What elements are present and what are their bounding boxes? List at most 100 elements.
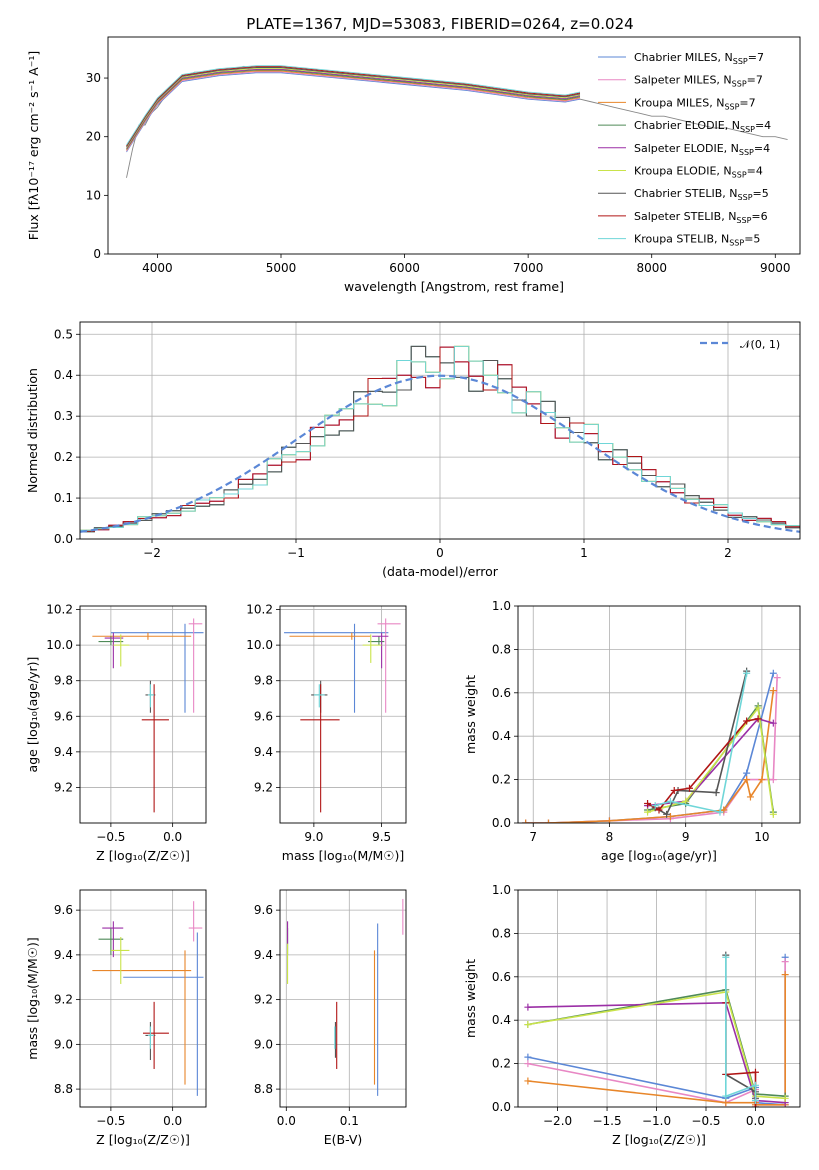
x-tick-label: 7000 <box>513 261 544 275</box>
weight-marker <box>666 812 674 820</box>
y-tick-label: 9.6 <box>254 709 273 723</box>
weight-marker <box>544 819 552 823</box>
y-tick-label: 0.4 <box>492 729 511 743</box>
y-tick-label: 0.8 <box>492 926 511 940</box>
weight-marker <box>751 1096 759 1104</box>
plot-area <box>284 618 401 813</box>
weight-marker <box>781 958 789 966</box>
y-tick-label: 9.4 <box>254 948 273 962</box>
weight-marker <box>644 808 652 816</box>
weight-line <box>647 717 774 807</box>
x-tick-label: −1.0 <box>642 1114 671 1128</box>
legend-entry: Salpeter ELODIE, NSSP=4 <box>634 142 770 157</box>
weight-marker <box>751 1103 759 1107</box>
error-bar-point <box>110 623 204 713</box>
x-tick-label: −1.5 <box>592 1114 621 1128</box>
panel-residuals: 𝒩(0, 1) −2 −1 0 1 2 0.0 0.1 0.2 0.3 0.4 0.5 (data-mo… <box>25 321 801 579</box>
x-axis-label: wavelength [Angstrom, rest frame] <box>344 279 564 294</box>
weight-marker <box>751 1081 759 1089</box>
y-tick-label: 10.0 <box>46 638 73 652</box>
x-tick-label: 2 <box>724 546 732 560</box>
error-bar-point <box>313 684 325 708</box>
y-tick-label: 0.2 <box>492 773 511 787</box>
y-tick-label: 0.5 <box>54 327 73 341</box>
weight-marker <box>773 674 781 682</box>
panel-weight-vs-Z: −2.0 −1.5 −1.0 −0.5 0.0 0.0 0.2 0.4 0.6 0.8 1.0 Z [… <box>463 883 801 1147</box>
weight-marker <box>663 810 671 818</box>
error-bar-point <box>300 684 340 813</box>
x-tick-label: 6000 <box>389 261 420 275</box>
y-tick-label: 9.2 <box>54 993 73 1007</box>
weight-line <box>647 718 759 812</box>
error-bar-point <box>123 932 204 1096</box>
y-tick-label: 0.0 <box>492 1100 511 1114</box>
weight-marker <box>666 797 674 805</box>
y-tick-label: 0.4 <box>492 1013 511 1027</box>
weight-line <box>527 991 786 1100</box>
x-tick-label: −1 <box>287 546 305 560</box>
x-axis-label: Z [log₁₀(Z/Z☉)] <box>612 1132 706 1147</box>
plot-area <box>126 65 788 178</box>
y-axis-label: mass [log₁₀(M/M☉)] <box>25 937 40 1059</box>
weight-marker <box>655 806 663 814</box>
weight-marker <box>769 776 777 784</box>
x-tick-label: 0.0 <box>746 1114 765 1128</box>
weight-marker <box>743 717 751 725</box>
y-tick-label: 0 <box>93 247 101 261</box>
axes-frame <box>279 605 407 824</box>
y-tick-label: 0.2 <box>492 1057 511 1071</box>
panel-age-vs-Z: −0.5 0.0 9.2 9.4 9.6 9.8 10.0 10.2 Z [log₁₀(Z/Z☉… <box>25 603 207 863</box>
y-tick-label: 10.2 <box>246 603 273 617</box>
panel-mass-vs-EBV: 0.0 0.1 8.8 9.0 9.2 9.4 9.6 E(B-V) <box>254 889 407 1147</box>
weight-marker <box>670 786 678 794</box>
y-tick-label: 9.4 <box>54 745 73 759</box>
weight-marker <box>722 953 730 961</box>
legend-entry: Salpeter STELIB, NSSP=6 <box>634 210 768 225</box>
x-tick-label: 9 <box>682 830 690 844</box>
y-tick-label: 9.2 <box>54 780 73 794</box>
x-tick-label: 8 <box>606 830 614 844</box>
axes-frame <box>279 889 407 1108</box>
y-tick-label: 9.6 <box>254 903 273 917</box>
model-spectrum <box>126 67 581 147</box>
model-spectrum <box>126 66 581 147</box>
axes-frame <box>517 889 801 1108</box>
weight-marker <box>743 776 751 784</box>
weight-marker <box>522 819 530 823</box>
weight-marker <box>743 669 751 677</box>
weight-line <box>647 706 775 815</box>
legend-entry: Chabrier MILES, NSSP=7 <box>634 51 764 66</box>
weight-marker <box>769 719 777 727</box>
x-tick-label: 1 <box>580 546 588 560</box>
x-tick-label: −0.5 <box>691 1114 720 1128</box>
x-tick-label: 0.0 <box>277 1114 296 1128</box>
panel-spectrum: Chabrier MILES, NSSP=7 Salpeter MILES, NS… <box>26 36 801 294</box>
y-axis-label: mass weight <box>463 675 478 754</box>
error-bar-point <box>284 623 389 713</box>
weight-line <box>654 673 748 814</box>
plot-area <box>80 345 800 533</box>
error-bar-point <box>147 1026 155 1049</box>
x-tick-label: 9.0 <box>304 830 323 844</box>
weight-marker <box>524 1060 532 1068</box>
y-tick-label: 9.2 <box>254 993 273 1007</box>
y-tick-label: 9.6 <box>54 709 73 723</box>
legend-entry: Kroupa STELIB, NSSP=5 <box>634 233 760 248</box>
axes-frame <box>79 889 207 1108</box>
y-tick-label: 1.0 <box>492 599 511 613</box>
normal-curve <box>80 374 800 533</box>
weight-marker <box>722 1092 730 1100</box>
x-tick-label: −2 <box>143 546 161 560</box>
y-tick-label: 10.2 <box>46 603 73 617</box>
y-tick-label: 20 <box>86 130 101 144</box>
error-bar-point <box>92 950 192 1085</box>
x-tick-label: 10 <box>754 830 769 844</box>
y-tick-label: 0.2 <box>54 450 73 464</box>
error-bar-point <box>113 634 130 667</box>
y-axis-label: Flux [fλ10⁻¹⁷ erg cm⁻² s⁻¹ A⁻¹] <box>26 51 41 240</box>
weight-marker <box>651 802 659 810</box>
weight-marker <box>754 715 762 723</box>
y-tick-label: 9.0 <box>254 1037 273 1051</box>
y-tick-label: 9.2 <box>254 780 273 794</box>
